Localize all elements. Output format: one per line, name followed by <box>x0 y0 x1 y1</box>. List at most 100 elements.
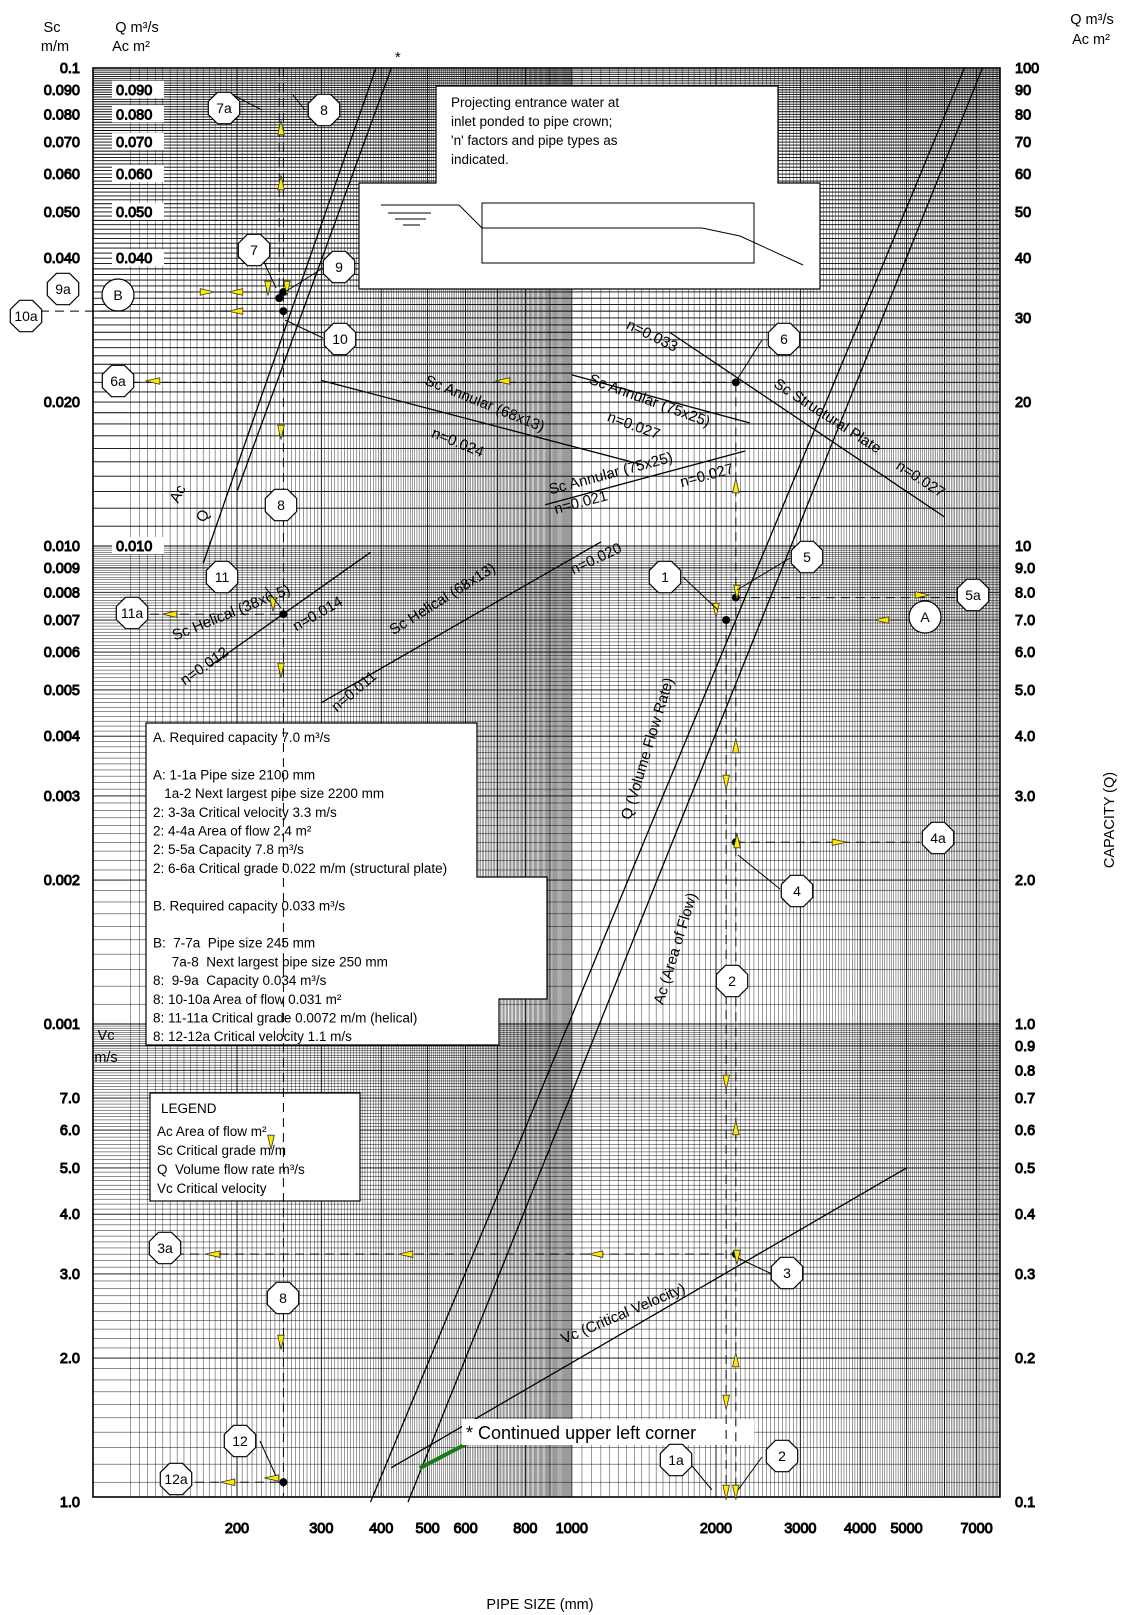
arrow-marker <box>874 616 890 624</box>
arrow-marker <box>220 1478 236 1487</box>
marker-leader <box>284 267 324 293</box>
example-line: 2: 6-6a Critical grade 0.022 m/m (struct… <box>153 861 447 876</box>
right-tick-label: 0.8 <box>1015 1063 1035 1079</box>
sc-tick-label: 0.090 <box>44 83 80 99</box>
chart-markers: 7a 8 7 9 9a B 10a 10 6 6a 8 11 11a 1 5 5a A 4a 4 2 3a 3 8 12 12a… <box>9 68 990 1500</box>
inner-label-bg <box>112 80 164 98</box>
q-small-label: Q <box>193 507 213 525</box>
svg-text:5: 5 <box>803 549 811 565</box>
x-tick-label: 200 <box>225 1521 249 1537</box>
sc-tick-label: 0.002 <box>44 873 80 889</box>
right-tick-label: 4.0 <box>1015 729 1035 745</box>
svg-text:B: B <box>113 287 122 303</box>
sc-axis-unit: m/m <box>41 39 69 55</box>
q-volume-label: Q (Volume Flow Rate) <box>618 676 677 822</box>
sc-line <box>669 331 945 518</box>
arrow-marker <box>831 838 847 847</box>
sc-tick-label: 0.005 <box>44 683 80 699</box>
arrow-marker <box>228 307 244 315</box>
arrow-marker <box>722 774 730 790</box>
marker-4a: 4a <box>921 821 955 855</box>
legend-item: Vc Critical velocity <box>157 1181 267 1196</box>
marker-6a: 6a <box>101 364 135 398</box>
arrow-marker <box>283 280 291 296</box>
sc-structural-n033: n=0.033 <box>624 316 681 355</box>
point-7 <box>275 294 284 303</box>
point-10 <box>279 307 288 316</box>
note-line: inlet ponded to pipe crown; <box>451 114 612 129</box>
inner-label-bg <box>112 202 164 220</box>
arrow-marker <box>732 1352 740 1368</box>
arrow-marker <box>162 610 178 618</box>
marker-9a: 9a <box>46 272 80 306</box>
marker-leader <box>682 576 719 611</box>
marker-7a: 7a <box>207 91 241 125</box>
sc-annular-75-lower-n027: n=0.027 <box>678 460 735 491</box>
note-line: indicated. <box>451 152 509 167</box>
arrow-marker <box>205 1250 221 1258</box>
sc-line <box>321 379 642 466</box>
x-tick-label: 600 <box>453 1521 477 1537</box>
marker-9: 9 <box>322 250 356 284</box>
continued-note: * Continued upper left corner <box>466 1423 696 1443</box>
vc-axis-title: Vc <box>98 1028 115 1044</box>
svg-text:8: 8 <box>277 497 285 513</box>
right-tick-label: 0.9 <box>1015 1039 1035 1055</box>
point-6 <box>731 378 740 387</box>
example-line: 8: 9-9a Capacity 0.034 m³/s <box>153 973 327 988</box>
ac-small-line <box>202 67 377 564</box>
right-tick-label: 0.6 <box>1015 1123 1035 1139</box>
vc-tick-label: 5.0 <box>60 1161 80 1177</box>
right-tick-label: 5.0 <box>1015 683 1035 699</box>
marker-2: 2 <box>765 1439 799 1473</box>
x-tick-label: 1000 <box>556 1521 588 1537</box>
example-line: B. Required capacity 0.033 m³/s <box>153 898 345 913</box>
sc-structural-title: Sc Structural Plate <box>771 375 884 457</box>
svg-text:3a: 3a <box>157 1240 173 1256</box>
right-tick-label: 0.5 <box>1015 1161 1035 1177</box>
marker-leader <box>737 854 781 890</box>
marker-1a: 1a <box>659 1443 693 1477</box>
right-tick-label: 8.0 <box>1015 585 1035 601</box>
marker-8: 8 <box>264 488 298 522</box>
legend-item: Ac Area of flow m² <box>157 1124 267 1139</box>
svg-text:A: A <box>920 609 930 625</box>
sc-line <box>545 450 746 506</box>
example-line: 8: 10-10a Area of flow 0.031 m² <box>153 992 342 1007</box>
arrow-marker <box>732 478 740 494</box>
arrow-marker <box>228 288 244 296</box>
q-ac-inner-label: 0.010 <box>116 539 152 555</box>
right-tick-label: 30 <box>1015 311 1031 327</box>
vc-axis-unit: m/s <box>94 1050 117 1066</box>
sc-helical-38-title: Sc Helical (38x6.5) <box>170 581 293 644</box>
sc-line <box>208 551 371 667</box>
svg-text:1a: 1a <box>668 1452 684 1468</box>
arrow-marker <box>277 662 285 678</box>
sc-line <box>571 374 750 424</box>
culvert-sketch <box>381 202 804 266</box>
star-mark: * <box>395 50 401 66</box>
marker-10: 10 <box>323 322 357 356</box>
header: Sc m/m Q m³/s Ac m² Q m³/s Ac m² * Vc m/… <box>41 12 1118 1613</box>
x-tick-label: 2000 <box>700 1521 732 1537</box>
point-11 <box>279 610 288 619</box>
inner-label-bg <box>112 105 164 123</box>
svg-text:8: 8 <box>320 102 328 118</box>
sc-tick-label: 0.060 <box>44 167 80 183</box>
example-line: 2: 5-5a Capacity 7.8 m³/s <box>153 842 304 857</box>
example-line: 7a-8 Next largest pipe size 250 mm <box>153 954 388 969</box>
arrow-marker <box>732 1120 740 1136</box>
marker-leader <box>263 261 277 289</box>
q-ac-inner-label: 0.050 <box>116 205 152 221</box>
marker-12a: 12a <box>159 1462 193 1496</box>
example-line: 2: 4-4a Area of flow 2.4 m² <box>153 824 312 839</box>
sc-tick-label: 0.070 <box>44 135 80 151</box>
svg-text:8: 8 <box>279 1290 287 1306</box>
svg-text:1: 1 <box>661 569 669 585</box>
marker-A: A <box>908 600 942 634</box>
example-line: 2: 3-3a Critical velocity 3.3 m/s <box>153 805 337 820</box>
marker-leader <box>264 586 282 609</box>
right-tick-label: 0.4 <box>1015 1207 1035 1223</box>
x-tick-label: 5000 <box>890 1521 922 1537</box>
arrow-marker <box>733 833 741 849</box>
